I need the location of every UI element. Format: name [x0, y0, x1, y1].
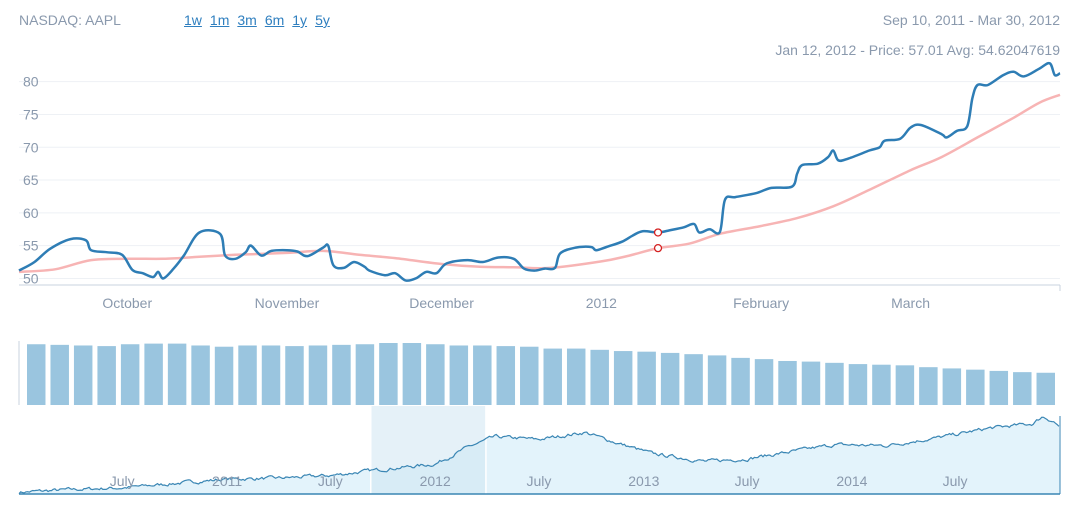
average-line	[18, 93, 1061, 274]
volume-bar	[120, 344, 140, 405]
navigator-selection	[370, 406, 486, 494]
x-tick-label: March	[891, 295, 930, 311]
volume-bar	[379, 343, 398, 405]
x-tick-label: October	[102, 295, 152, 311]
x-tick-label: February	[733, 295, 789, 311]
main-price-chart[interactable]: 50 55 60 65 70 75 80 October November December 201…	[18, 61, 1061, 311]
y-tick-label: 80	[23, 74, 39, 90]
avg-highlight-marker	[653, 243, 663, 253]
volume-bar	[144, 343, 163, 405]
volume-bar	[989, 370, 1009, 405]
volume-bar	[872, 364, 891, 405]
range-5y-button[interactable]: 5y	[315, 12, 330, 28]
volume-bar	[778, 360, 797, 405]
range-1w-button[interactable]: 1w	[184, 12, 202, 28]
volume-bar	[754, 359, 774, 405]
x-tick-label: November	[255, 295, 320, 311]
y-tick-label: 55	[23, 238, 39, 254]
volume-bar	[97, 346, 116, 405]
volume-bar	[637, 351, 656, 405]
volume-bar	[731, 357, 750, 405]
volume-bar	[520, 346, 539, 405]
navigator-tick-label: July	[110, 473, 135, 489]
navigator-line	[18, 416, 1060, 495]
volume-bar	[167, 343, 187, 405]
volume-bar	[707, 355, 727, 405]
y-tick-label: 65	[23, 172, 39, 188]
volume-bar	[426, 344, 445, 405]
volume-bar	[473, 345, 492, 405]
navigator-tick-label: July	[943, 473, 968, 489]
volume-bar	[355, 344, 375, 405]
range-1y-button[interactable]: 1y	[292, 12, 308, 28]
y-tick-label: 50	[23, 270, 39, 286]
volume-bar	[966, 369, 985, 405]
range-3m-button[interactable]: 3m	[237, 12, 257, 28]
range-selector: 1w 1m 3m 6m 1y 5y	[184, 12, 330, 28]
volume-bar	[825, 362, 844, 405]
volume-bar	[332, 344, 351, 405]
volume-bar	[1036, 372, 1055, 405]
volume-bar	[449, 345, 469, 405]
navigator-chart[interactable]: July 2011 July 2012 July 2013 July 2014 July	[18, 406, 1061, 495]
volume-bar	[848, 364, 868, 405]
volume-bar	[308, 345, 328, 405]
volume-bar	[590, 349, 609, 405]
volume-bar	[919, 367, 938, 405]
navigator-tick-label: 2013	[628, 473, 659, 489]
navigator-tick-label: 2011	[212, 473, 242, 489]
navigator-tick-label: July	[318, 473, 343, 489]
volume-bar	[1013, 372, 1032, 405]
volume-bar	[402, 343, 422, 405]
navigator-tick-label: 2012	[420, 473, 451, 489]
navigator-tick-label: July	[526, 473, 551, 489]
volume-bar	[261, 345, 281, 405]
volume-bar	[613, 351, 633, 405]
volume-bar	[543, 348, 562, 405]
volume-bar	[496, 346, 516, 405]
volume-bar	[27, 344, 46, 405]
volume-bar	[285, 346, 304, 405]
y-tick-label: 75	[23, 106, 39, 122]
navigator-area	[19, 417, 1060, 494]
y-tick-label: 60	[23, 205, 39, 221]
range-6m-button[interactable]: 6m	[264, 12, 285, 28]
y-tick-label: 70	[23, 139, 39, 155]
navigator-tick-label: 2014	[836, 473, 867, 489]
volume-bar	[660, 352, 680, 405]
volume-bar	[191, 345, 210, 405]
range-1m-button[interactable]: 1m	[209, 12, 230, 28]
volume-bar	[566, 348, 586, 405]
x-tick-label: 2012	[586, 295, 617, 311]
volume-bar	[50, 344, 69, 405]
volume-bar	[895, 365, 915, 405]
date-range-label: Sep 10, 2011 - Mar 30, 2012	[882, 12, 1060, 28]
volume-bar	[73, 345, 93, 405]
volume-chart	[18, 341, 1055, 405]
navigator-tick-label: July	[735, 473, 760, 489]
price-highlight-marker	[653, 228, 663, 237]
volume-bar	[801, 361, 821, 405]
hover-tooltip: Jan 12, 2012 - Price: 57.01 Avg: 54.6204…	[775, 42, 1060, 58]
volume-bar	[238, 345, 257, 405]
price-line	[18, 61, 1061, 282]
ticker-label: NASDAQ: AAPL	[19, 12, 121, 28]
x-tick-label: December	[409, 295, 474, 311]
volume-bar	[684, 354, 703, 405]
volume-bar	[214, 346, 234, 405]
volume-bar	[942, 368, 962, 405]
